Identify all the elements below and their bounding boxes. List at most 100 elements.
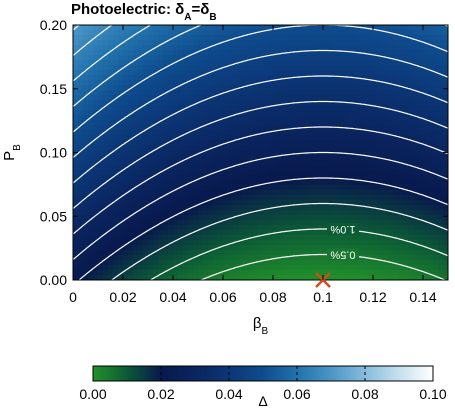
heatmap-cell <box>328 270 334 276</box>
heatmap-cell <box>348 210 354 216</box>
heatmap-cell <box>368 225 374 231</box>
y-axis-label-part: P <box>1 151 18 161</box>
heatmap-cell <box>208 225 214 231</box>
heatmap-cell <box>83 60 89 66</box>
heatmap-cell <box>293 180 299 186</box>
heatmap-cell <box>273 175 279 181</box>
heatmap-cell <box>278 60 284 66</box>
heatmap-cell <box>198 95 204 101</box>
heatmap-cell <box>303 210 309 216</box>
heatmap-cell <box>143 195 149 201</box>
heatmap-cell <box>233 215 239 221</box>
heatmap-cell <box>128 240 134 246</box>
heatmap-cell <box>218 220 224 226</box>
heatmap-cell <box>183 250 189 256</box>
heatmap-cell <box>433 165 439 171</box>
heatmap-cell <box>438 75 444 81</box>
heatmap-cell <box>83 85 89 91</box>
heatmap-cell <box>128 140 134 146</box>
heatmap-cell <box>303 200 309 206</box>
heatmap-cell <box>373 110 379 116</box>
heatmap-cell <box>328 100 334 106</box>
heatmap-cell <box>258 250 264 256</box>
heatmap-cell <box>193 130 199 136</box>
heatmap-cell <box>318 110 324 116</box>
colorbar-cell <box>377 366 380 381</box>
colorbar-cell <box>251 366 254 381</box>
heatmap-cell <box>168 35 174 41</box>
heatmap-cell <box>413 80 419 86</box>
heatmap-cell <box>283 150 289 156</box>
heatmap-cell <box>343 95 349 101</box>
heatmap-cell <box>213 50 219 56</box>
heatmap-cell <box>433 240 439 246</box>
heatmap-cell <box>213 210 219 216</box>
heatmap-cell <box>73 140 79 146</box>
colorbar-cell <box>255 366 258 381</box>
colorbar-cell <box>379 366 382 381</box>
heatmap-cell <box>423 230 429 236</box>
colorbar-cell <box>207 366 210 381</box>
heatmap-cell <box>183 215 189 221</box>
heatmap-cell <box>268 110 274 116</box>
colorbar-cell <box>323 366 326 381</box>
heatmap-cell <box>428 180 434 186</box>
heatmap-cell <box>373 140 379 146</box>
heatmap-cell <box>198 215 204 221</box>
heatmap-cell <box>188 210 194 216</box>
heatmap-cell <box>138 270 144 276</box>
heatmap-cell <box>298 65 304 71</box>
heatmap-cell <box>203 70 209 76</box>
heatmap-cell <box>383 165 389 171</box>
heatmap-cell <box>263 35 269 41</box>
heatmap-cell <box>118 55 124 61</box>
heatmap-cell <box>388 90 394 96</box>
heatmap-cell <box>258 225 264 231</box>
heatmap-cell <box>123 95 129 101</box>
heatmap-cell <box>283 195 289 201</box>
colorbar-cell <box>371 366 374 381</box>
heatmap-cell <box>238 265 244 271</box>
heatmap-cell <box>238 55 244 61</box>
heatmap-cell <box>123 100 129 106</box>
heatmap-cell <box>153 130 159 136</box>
heatmap-cell <box>193 105 199 111</box>
heatmap-cell <box>218 45 224 51</box>
heatmap-cell <box>113 255 119 261</box>
heatmap-cell <box>333 270 339 276</box>
heatmap-cell <box>198 80 204 86</box>
heatmap-cell <box>138 165 144 171</box>
heatmap-cell <box>163 165 169 171</box>
heatmap-cell <box>173 145 179 151</box>
heatmap-cell <box>273 25 279 31</box>
heatmap-cell <box>183 255 189 261</box>
heatmap-cell <box>108 205 114 211</box>
heatmap-cell <box>223 65 229 71</box>
heatmap-cell <box>88 65 94 71</box>
heatmap-cell <box>83 180 89 186</box>
heatmap-cell <box>263 275 269 280</box>
heatmap-cell <box>93 215 99 221</box>
heatmap-cell <box>103 90 109 96</box>
heatmap-cell <box>393 190 399 196</box>
heatmap-cell <box>83 270 89 276</box>
heatmap-cell <box>238 255 244 261</box>
heatmap-cell <box>168 125 174 131</box>
heatmap-cell <box>313 130 319 136</box>
heatmap-cell <box>113 115 119 121</box>
heatmap-cell <box>273 60 279 66</box>
colorbar-cell <box>105 366 108 381</box>
heatmap-cell <box>248 90 254 96</box>
heatmap-cell <box>78 240 84 246</box>
heatmap-cell <box>88 190 94 196</box>
heatmap-cell <box>103 175 109 181</box>
heatmap-cell <box>273 30 279 36</box>
heatmap-cell <box>268 240 274 246</box>
colorbar-cell <box>345 366 348 381</box>
heatmap-cell <box>133 140 139 146</box>
heatmap-cell <box>168 255 174 261</box>
heatmap-cell <box>378 245 384 251</box>
heatmap-cell <box>198 190 204 196</box>
heatmap-cell <box>243 205 249 211</box>
heatmap-cell <box>443 105 448 111</box>
